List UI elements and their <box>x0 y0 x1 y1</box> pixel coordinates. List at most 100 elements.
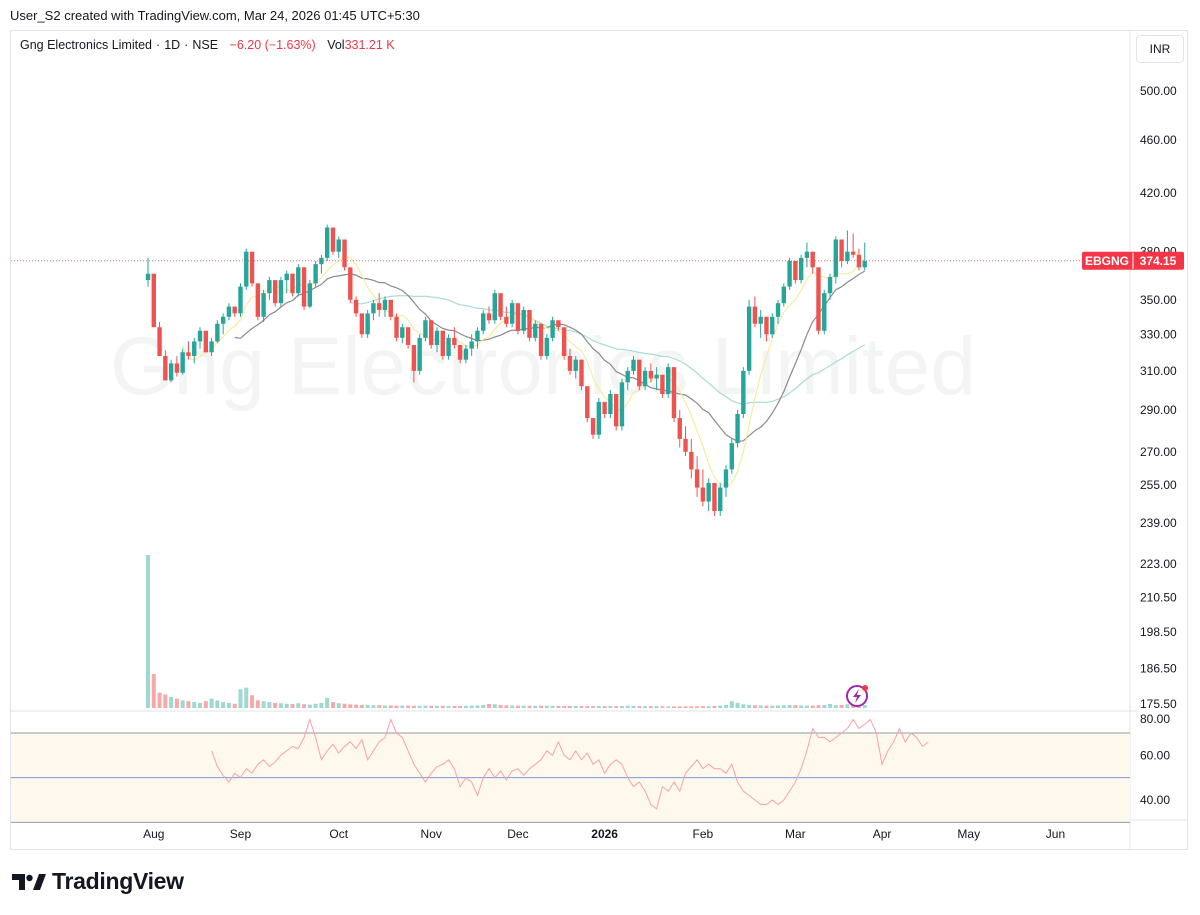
volume-bar <box>521 705 526 708</box>
candle-body <box>371 303 376 314</box>
price-tick-label: 255.00 <box>1140 478 1177 492</box>
candle-body <box>752 306 758 324</box>
volume-bar <box>359 704 364 708</box>
candle-body <box>660 374 665 395</box>
rsi-line <box>211 717 929 810</box>
volume-bar <box>539 705 544 708</box>
candle-body <box>226 306 232 317</box>
tradingview-logo-icon <box>12 873 46 890</box>
chart-legend: Gng Electronics Limited · 1D · NSE −6.20 (−1… <box>20 38 395 52</box>
volume-bar <box>637 706 642 708</box>
volume-bar <box>810 705 815 708</box>
candle-body <box>238 286 243 314</box>
candle-body <box>561 327 567 356</box>
candle-body <box>145 273 151 281</box>
candle-body <box>249 251 255 284</box>
candle-body <box>290 273 295 294</box>
price-tick-label: 460.00 <box>1140 133 1177 147</box>
candle-body <box>567 355 573 371</box>
volume-bar <box>654 706 659 708</box>
candle-body <box>232 306 237 314</box>
moving-average-fast-line <box>182 255 866 488</box>
currency-button[interactable]: INR <box>1136 35 1184 63</box>
candle-body <box>313 264 318 284</box>
volume-bar <box>423 705 428 708</box>
candle-body <box>394 316 399 338</box>
candle-body <box>324 227 330 258</box>
volume-bar <box>752 705 757 708</box>
candle-body <box>336 239 341 252</box>
exchange-label: NSE <box>192 38 219 52</box>
candle-body <box>220 316 226 324</box>
volume-bar <box>758 705 763 708</box>
volume-bar <box>261 701 266 708</box>
volume-value: 331.21 K <box>344 38 395 52</box>
volume-bar <box>770 705 775 708</box>
price-tag-value: 374.15 <box>1140 254 1177 268</box>
candle-body <box>677 418 682 439</box>
time-tick-label: Aug <box>143 827 164 841</box>
volume-bar <box>700 706 705 708</box>
volume-bar <box>481 704 486 708</box>
rsi-tick-label: 40.00 <box>1140 793 1170 807</box>
candle-body <box>573 359 578 371</box>
volume-bar <box>579 706 584 708</box>
volume-bar <box>365 704 370 708</box>
volume-bar <box>591 706 596 708</box>
symbol-name[interactable]: Gng Electronics Limited <box>20 38 153 52</box>
volume-bar <box>614 706 619 708</box>
volume-bar <box>504 705 509 708</box>
candle-body <box>203 330 208 353</box>
volume-bar <box>741 704 746 708</box>
candle-body <box>746 306 752 371</box>
volume-bar <box>804 705 809 708</box>
volume-bar <box>862 704 867 708</box>
volume-bar <box>440 705 445 708</box>
volume-bar <box>198 702 203 708</box>
candle-body <box>417 337 422 371</box>
volume-bar <box>215 700 220 708</box>
candle-body <box>798 257 804 281</box>
volume-bar <box>296 703 301 708</box>
candle-body <box>550 320 555 338</box>
candle-body <box>590 418 596 435</box>
candle-body <box>296 267 301 294</box>
volume-bar <box>747 704 752 708</box>
volume-bar <box>151 674 156 708</box>
candle-body <box>712 482 717 512</box>
candle-body <box>642 370 648 387</box>
candle-body <box>654 374 659 379</box>
volume-bar <box>828 703 833 708</box>
price-tick-label: 310.00 <box>1140 364 1177 378</box>
candle-body <box>377 303 382 310</box>
volume-bar <box>319 702 324 708</box>
volume-bar <box>544 705 549 708</box>
time-tick-label: Feb <box>693 827 714 841</box>
interval-label[interactable]: 1D <box>164 38 181 52</box>
volume-bar <box>729 701 734 708</box>
candle-body <box>602 401 607 414</box>
candle-body <box>463 348 469 360</box>
volume-bar <box>255 700 260 708</box>
candle-body <box>475 330 480 342</box>
volume-bar <box>221 702 226 708</box>
volume-bar <box>169 696 174 708</box>
volume-bar <box>660 706 665 708</box>
volume-bar <box>845 704 850 708</box>
candle-body <box>186 352 191 356</box>
volume-bar <box>174 698 179 708</box>
candle-body <box>770 316 775 335</box>
volume-bar <box>724 704 728 708</box>
price-change: −6.20 (−1.63%) <box>229 38 316 52</box>
candle-body <box>365 313 370 335</box>
time-tick-label: Dec <box>507 827 528 841</box>
candle-body <box>625 370 630 383</box>
volume-bar <box>209 698 214 708</box>
candle-body <box>596 401 602 435</box>
price-tick-label: 210.50 <box>1140 591 1177 605</box>
volume-bar <box>348 704 353 708</box>
volume-label: Vol <box>327 38 345 52</box>
volume-bar <box>382 705 387 708</box>
tradingview-brand[interactable]: TradingView <box>12 868 184 895</box>
